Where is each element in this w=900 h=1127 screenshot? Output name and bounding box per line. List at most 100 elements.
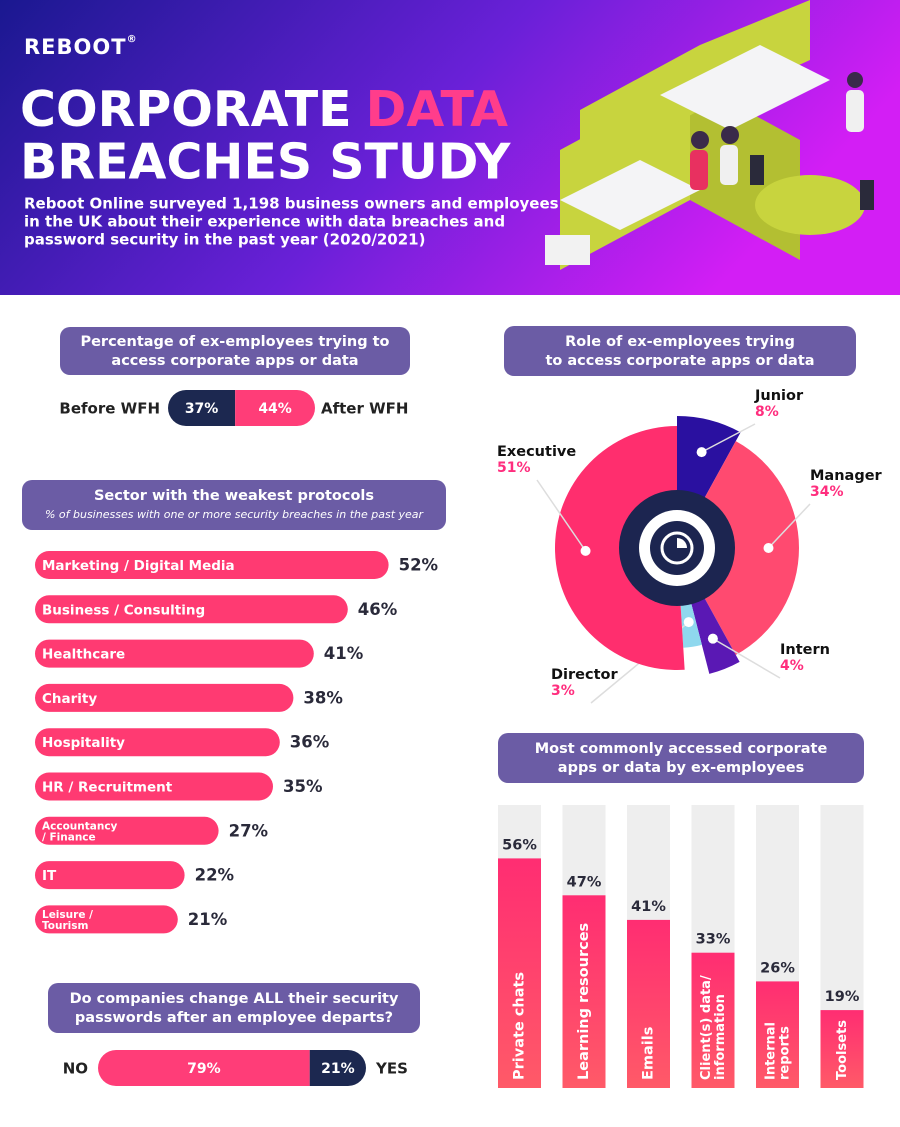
slice-dot <box>683 617 694 628</box>
bar <box>820 1010 864 1088</box>
center-icon <box>660 531 694 565</box>
leader-line <box>701 423 756 453</box>
category-label: Executive <box>497 444 576 460</box>
bar <box>35 772 273 801</box>
value-label: 36% <box>290 733 330 752</box>
value-label: 37% <box>185 401 219 417</box>
title-box <box>22 480 446 530</box>
category-label: Charity <box>42 691 97 707</box>
chart-title: access corporate apps or data <box>111 353 358 369</box>
bar <box>562 895 606 1088</box>
category-label: Client(s) data/ information <box>699 971 728 1080</box>
category-label: HR / Recruitment <box>42 780 173 796</box>
category-label: Marketing / Digital Media <box>42 558 235 574</box>
category-label: Private chats <box>512 972 528 1080</box>
leader-line <box>767 503 811 549</box>
bar <box>35 816 219 845</box>
category-label: Learning resources <box>576 923 592 1080</box>
subtitle-line: Reboot Online surveyed 1,198 business ow… <box>24 195 559 213</box>
title-line: BREACHES STUDY <box>20 134 511 191</box>
bar <box>498 858 541 1088</box>
value-label: 21% <box>321 1061 355 1077</box>
category-label: Internal reports <box>763 1017 792 1080</box>
chart-title: Percentage of ex-employees trying to <box>80 334 389 350</box>
logo-mark: ® <box>127 34 138 45</box>
chart-title: to access corporate apps or data <box>545 353 814 369</box>
chart-title: passwords after an employee departs? <box>75 1010 393 1026</box>
slice-dot <box>696 447 707 458</box>
bar <box>691 952 735 1088</box>
value-label: 33% <box>696 932 731 948</box>
pie-slice <box>677 441 799 655</box>
category-label: Accountancy / Finance <box>42 820 121 843</box>
category-label: Director <box>551 667 618 683</box>
category-label: Junior <box>754 388 804 404</box>
category-label: Healthcare <box>42 647 125 663</box>
title-box <box>504 326 856 376</box>
value-label: 8% <box>755 404 779 420</box>
value-label: 35% <box>283 777 323 796</box>
category-label: NO <box>63 1060 88 1078</box>
category-label: IT <box>42 868 57 884</box>
bar <box>35 905 178 934</box>
bar <box>627 919 670 1088</box>
chart-subtitle: % of businesses with one or more securit… <box>45 508 425 521</box>
value-label: 3% <box>551 683 575 699</box>
value-label: 44% <box>258 401 292 417</box>
bar-segment <box>309 1050 366 1086</box>
slice-dot <box>763 543 774 553</box>
chart-title: Role of ex-employees trying <box>565 334 795 350</box>
value-label: 34% <box>810 484 844 500</box>
value-label: 19% <box>825 989 860 1005</box>
bar <box>35 595 348 624</box>
logo: REBOOT® <box>24 34 138 59</box>
value-label: 38% <box>303 688 343 707</box>
title-highlight: DATA <box>366 81 508 138</box>
subtitle: Reboot Online surveyed 1,198 business ow… <box>24 195 559 249</box>
bar <box>35 551 389 579</box>
category-label: Business / Consulting <box>42 602 205 618</box>
leader-line <box>712 638 781 679</box>
bar <box>35 728 280 757</box>
bar <box>35 861 185 890</box>
category-label: Hospitality <box>42 735 125 751</box>
value-label: 27% <box>229 821 269 840</box>
office-illustration <box>545 0 874 270</box>
category-label: YES <box>375 1060 408 1078</box>
value-label: 26% <box>760 960 795 976</box>
chart-title: Sector with the weakest protocols <box>94 488 374 504</box>
category-label: Emails <box>641 1027 657 1080</box>
value-label: 79% <box>187 1061 221 1077</box>
logo-text: REBOOT <box>24 35 127 59</box>
subtitle-line: password security in the past year (2020… <box>24 231 425 249</box>
category-label: After WFH <box>321 400 408 418</box>
slice-dot <box>580 545 591 556</box>
category-label: Leisure / Tourism <box>42 909 97 932</box>
value-label: 4% <box>780 658 804 674</box>
value-label: 47% <box>567 874 602 890</box>
chart-title: apps or data by ex-employees <box>558 760 804 776</box>
bar <box>756 981 799 1088</box>
value-label: 41% <box>324 644 364 663</box>
chart-title: Do companies change ALL their security <box>70 991 399 1007</box>
slice-dot <box>707 633 718 644</box>
chart-title: Most commonly accessed corporate <box>535 741 828 757</box>
value-label: 46% <box>358 600 398 619</box>
title: CORPORATE DATA <box>20 81 508 138</box>
title-box <box>498 733 864 783</box>
value-label: 41% <box>631 899 666 915</box>
center-icon <box>677 538 687 548</box>
category-label: Intern <box>780 642 830 658</box>
title-line: CORPORATE <box>20 81 352 138</box>
bar-segment <box>168 390 236 426</box>
bar <box>35 639 314 668</box>
category-label: Toolsets <box>835 1020 850 1080</box>
bar <box>35 683 294 712</box>
value-label: 56% <box>502 837 537 853</box>
title-box <box>48 983 420 1033</box>
subtitle-line: in the UK about their experience with da… <box>24 213 505 231</box>
value-label: 22% <box>195 866 235 885</box>
category-label: Before WFH <box>59 400 160 418</box>
category-label: Manager <box>810 468 883 484</box>
